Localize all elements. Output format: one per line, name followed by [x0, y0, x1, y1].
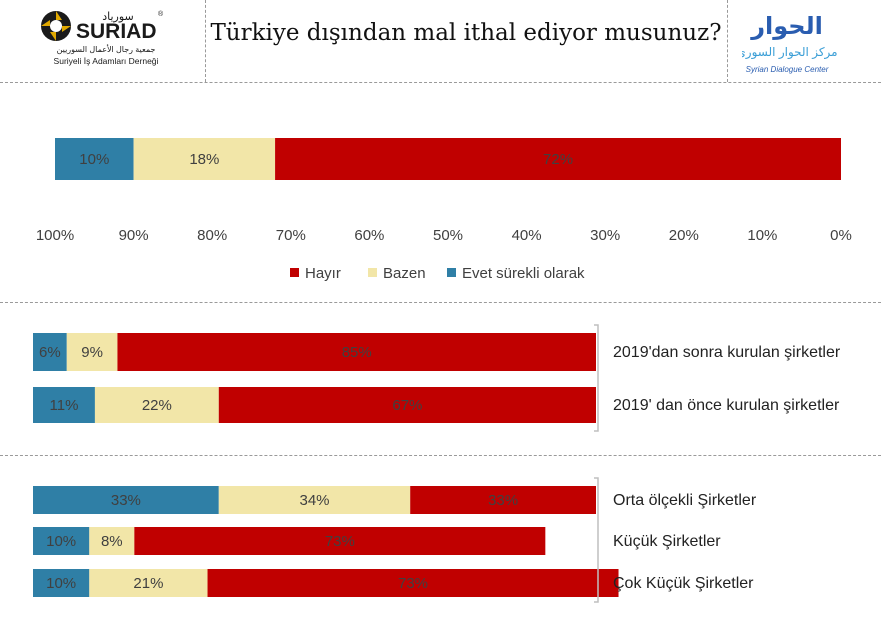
- page-title: Türkiye dışından mal ithal ediyor musunu…: [210, 20, 722, 46]
- data-label: 10%: [46, 575, 76, 592]
- suriad-arabic: سورياد: [102, 11, 134, 23]
- legend-swatch: [290, 268, 299, 277]
- data-label: 21%: [133, 575, 163, 592]
- suriad-subtitle: Suriyeli İş Adamları Derneği: [54, 56, 159, 66]
- bar-segment: [207, 569, 619, 597]
- sdc-arabic-subtitle: مركز الحوار السوري: [742, 45, 838, 60]
- data-label: 11%: [50, 397, 79, 414]
- x-tick-label: 0%: [830, 227, 852, 244]
- x-tick-label: 70%: [276, 227, 306, 244]
- legend-swatch: [447, 268, 456, 277]
- bar-segment: [275, 138, 842, 180]
- category-axis-line: [594, 477, 599, 603]
- data-label: 33%: [111, 492, 141, 509]
- category-label: Çok Küçük Şirketler: [613, 575, 754, 592]
- bar-segment: [410, 486, 596, 514]
- suriad-logo: سورياد ® SURIAD جمعية رجال الأعمال السور…: [41, 10, 164, 66]
- bar-segment: [94, 387, 219, 423]
- x-tick-label: 10%: [747, 227, 777, 244]
- bar-segment: [89, 527, 135, 555]
- bar-segment: [218, 387, 597, 423]
- legend-label: Hayır: [305, 265, 341, 282]
- data-label: 10%: [46, 533, 76, 550]
- sdc-arabic-mark: الحوار: [750, 13, 823, 40]
- bar-segment: [66, 333, 118, 371]
- data-label: 72%: [543, 151, 573, 168]
- data-label: 34%: [299, 492, 329, 509]
- data-label: 67%: [392, 397, 422, 414]
- x-tick-label: 40%: [512, 227, 542, 244]
- bar-segment: [134, 527, 546, 555]
- bar-segment: [218, 486, 411, 514]
- data-label: 33%: [488, 492, 518, 509]
- x-tick-label: 60%: [354, 227, 384, 244]
- bar-segment: [117, 333, 596, 371]
- data-label: 85%: [342, 344, 372, 361]
- sdc-subtitle: Syrian Dialogue Center: [746, 65, 829, 74]
- header: سورياد ® SURIAD جمعية رجال الأعمال السور…: [0, 0, 881, 82]
- bar-segment: [89, 569, 208, 597]
- bar-segment: [33, 569, 90, 597]
- category-label: Küçük Şirketler: [613, 533, 721, 550]
- legend-label: Evet sürekli olarak: [462, 265, 585, 282]
- category-axis-line: [594, 324, 599, 432]
- category-label: Orta ölçekli Şirketler: [613, 492, 757, 509]
- data-label: 10%: [79, 151, 109, 168]
- bar-segment: [55, 138, 134, 180]
- header-separator: [0, 82, 881, 83]
- suriad-wordmark: SURIAD: [76, 20, 157, 43]
- header-divider-right: [727, 0, 728, 82]
- data-label: 9%: [81, 344, 103, 361]
- legend-label: Bazen: [383, 265, 426, 282]
- data-label: 18%: [189, 151, 219, 168]
- bar-segment: [33, 486, 219, 514]
- x-tick-label: 30%: [590, 227, 620, 244]
- bar-segment: [33, 527, 90, 555]
- x-tick-label: 50%: [433, 227, 463, 244]
- category-label: 2019' dan önce kurulan şirketler: [613, 397, 840, 414]
- suriad-registered-mark: ®: [158, 10, 164, 18]
- category-label: 2019'dan sonra kurulan şirketler: [613, 344, 841, 361]
- x-tick-label: 20%: [669, 227, 699, 244]
- sdc-logo: الحوار مركز الحوار السوري Syrian Dialogu…: [742, 13, 838, 74]
- bar-segment: [133, 138, 276, 180]
- header-divider-left: [205, 0, 206, 82]
- suriad-arabic-subtitle: جمعية رجال الأعمال السوريين: [57, 44, 156, 54]
- data-label: 22%: [142, 397, 172, 414]
- section-separator-1: [0, 302, 881, 303]
- x-tick-label: 80%: [197, 227, 227, 244]
- data-label: 73%: [398, 575, 428, 592]
- x-tick-label: 90%: [119, 227, 149, 244]
- data-label: 6%: [39, 344, 61, 361]
- data-label: 8%: [101, 533, 123, 550]
- x-tick-label: 100%: [36, 227, 74, 244]
- bar-segment: [33, 387, 95, 423]
- legend-swatch: [368, 268, 377, 277]
- bar-segment: [33, 333, 67, 371]
- data-label: 73%: [325, 533, 355, 550]
- section-separator-2: [0, 455, 881, 456]
